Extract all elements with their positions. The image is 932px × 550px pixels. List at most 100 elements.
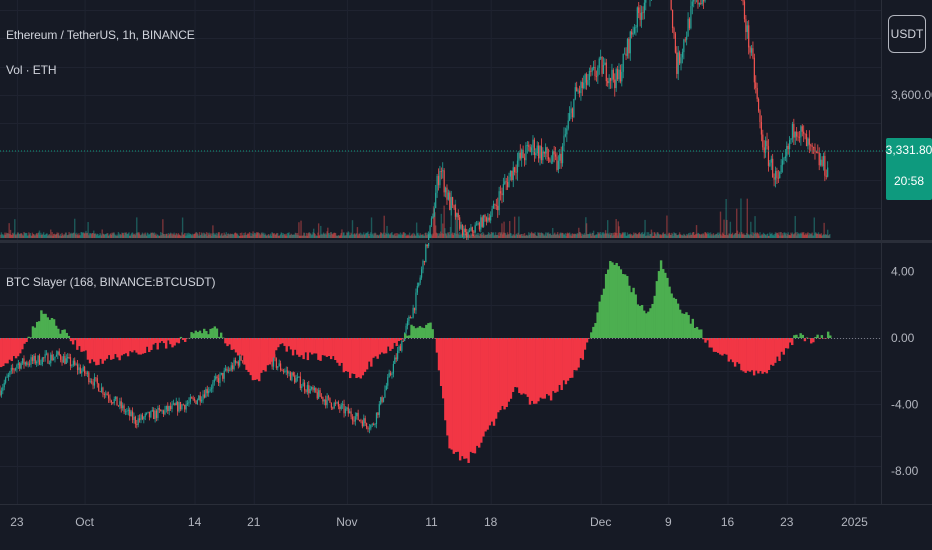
volume-bar bbox=[53, 233, 55, 238]
grid-lines bbox=[0, 0, 881, 504]
candle-body bbox=[385, 385, 387, 390]
volume-bar bbox=[205, 233, 207, 238]
indicator-column bbox=[807, 338, 811, 339]
volume-bar bbox=[353, 233, 356, 238]
volume-bar bbox=[783, 232, 785, 238]
volume-bar bbox=[128, 232, 130, 238]
volume-bar bbox=[119, 235, 121, 238]
volume-bar bbox=[24, 233, 27, 238]
candle-body bbox=[61, 359, 63, 363]
indicator-legend[interactable]: BTC Slayer (168, BINANCE:BTCUSDT) bbox=[6, 275, 216, 289]
volume-bar bbox=[78, 233, 80, 238]
volume-bar bbox=[301, 235, 304, 238]
volume-bar bbox=[678, 232, 681, 238]
indicator-axis[interactable]: 4.000.00-4.00-8.00 bbox=[891, 265, 919, 479]
indicator-column bbox=[391, 338, 394, 349]
candle-body bbox=[5, 377, 7, 383]
candle-body bbox=[512, 167, 514, 180]
volume-bar bbox=[575, 233, 577, 238]
indicator-column bbox=[822, 338, 826, 339]
volume-bar bbox=[165, 233, 168, 238]
volume-bar bbox=[382, 232, 385, 238]
volume-bar bbox=[216, 235, 218, 238]
candle-body bbox=[71, 365, 73, 367]
volume-bar bbox=[205, 232, 208, 238]
candle-body bbox=[212, 382, 214, 389]
volume-legend[interactable]: Vol · ETH bbox=[6, 63, 57, 77]
indicator-column bbox=[156, 338, 159, 350]
candle-body bbox=[588, 70, 590, 81]
candle-body bbox=[326, 396, 328, 406]
volume-bar bbox=[763, 233, 765, 238]
volume-bar bbox=[489, 234, 491, 238]
volume-bar bbox=[713, 235, 715, 238]
indicator-column bbox=[471, 338, 475, 453]
volume-bar bbox=[735, 233, 737, 238]
time-axis[interactable]: 23 Oct 14 21 Nov 11 18 Dec 9 16 23 2025 bbox=[10, 515, 868, 529]
volume-bar bbox=[69, 233, 72, 238]
candle-body bbox=[444, 187, 447, 193]
indicator-column bbox=[505, 338, 508, 407]
indicator-column bbox=[167, 338, 170, 341]
volume-bar bbox=[241, 232, 243, 238]
volume-bar bbox=[253, 232, 256, 238]
volume-bar bbox=[545, 235, 548, 238]
indicator-column bbox=[581, 338, 585, 360]
volume-bar bbox=[481, 235, 483, 238]
volume-bar bbox=[644, 219, 646, 238]
volume-bar bbox=[470, 234, 473, 238]
volume-bar bbox=[490, 232, 493, 238]
volume-bar bbox=[334, 233, 337, 238]
volume-bar bbox=[588, 233, 591, 238]
volume-bar bbox=[218, 232, 220, 238]
volume-bar bbox=[158, 235, 161, 238]
volume-bar bbox=[148, 234, 150, 238]
volume-bar bbox=[655, 235, 658, 238]
indicator-column bbox=[583, 338, 587, 350]
volume-bar bbox=[665, 235, 667, 238]
price-axis[interactable]: 3,600.00 bbox=[891, 88, 932, 102]
symbol-title[interactable]: Ethereum / TetherUS, 1h, BINANCE bbox=[6, 28, 195, 42]
volume-bar bbox=[692, 232, 694, 238]
volume-bar bbox=[262, 232, 265, 238]
candle-body bbox=[553, 151, 555, 155]
candle-body bbox=[625, 53, 627, 56]
indicator-column bbox=[458, 338, 462, 461]
candle-body bbox=[329, 397, 331, 403]
indicator-area bbox=[0, 260, 881, 463]
volume-bar bbox=[666, 215, 668, 238]
volume-bar bbox=[752, 235, 754, 238]
volume-bar bbox=[226, 235, 228, 238]
volume-bar bbox=[444, 228, 446, 238]
volume-bar bbox=[673, 232, 675, 238]
volume-bar bbox=[277, 235, 280, 238]
indicator-column bbox=[82, 338, 85, 352]
volume-bar bbox=[693, 235, 696, 238]
indicator-column bbox=[693, 327, 697, 338]
volume-bar bbox=[104, 234, 106, 238]
volume-bar bbox=[476, 232, 478, 238]
candle-body bbox=[801, 126, 803, 132]
indicator-column bbox=[211, 328, 214, 338]
candle-body bbox=[306, 385, 308, 392]
indicator-column bbox=[653, 295, 656, 338]
candle-body bbox=[704, 0, 706, 2]
candle-body bbox=[518, 152, 520, 161]
volume-bar bbox=[89, 233, 91, 238]
candle-body bbox=[289, 372, 292, 381]
candle-body bbox=[459, 217, 461, 229]
volume-bar bbox=[547, 233, 549, 238]
volume-bar bbox=[326, 231, 328, 238]
currency-button[interactable]: USDT bbox=[888, 15, 926, 53]
volume-bar bbox=[639, 233, 641, 238]
candle-body bbox=[409, 317, 411, 319]
volume-bar bbox=[171, 235, 173, 238]
candle-body bbox=[763, 147, 765, 153]
volume-bar bbox=[408, 235, 410, 238]
candle-body bbox=[511, 170, 513, 180]
volume-bar bbox=[721, 235, 723, 238]
indicator-column bbox=[776, 338, 779, 357]
candle-body bbox=[490, 215, 492, 221]
volume-bar bbox=[753, 233, 756, 238]
